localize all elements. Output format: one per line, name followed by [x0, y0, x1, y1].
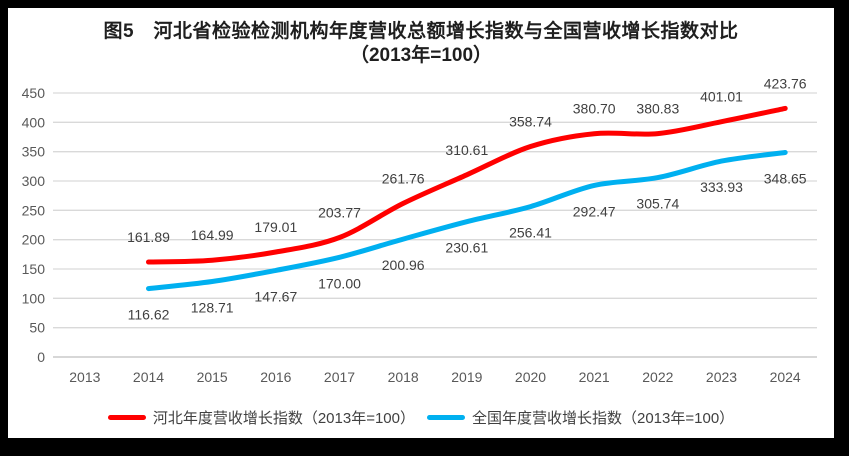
legend: 河北年度营收增长指数（2013年=100） 全国年度营收增长指数（2013年=1…	[8, 407, 834, 428]
x-axis-tick-label: 2014	[133, 369, 164, 385]
national-series-swatch	[427, 415, 465, 420]
data-label-hebei: 161.89	[127, 229, 170, 245]
data-label-national: 230.61	[445, 240, 488, 256]
data-label-national: 147.67	[254, 288, 297, 304]
data-label-national: 170.00	[318, 275, 361, 291]
hebei-series-label: 河北年度营收增长指数（2013年=100）	[152, 410, 415, 427]
y-axis-tick-label: 350	[22, 144, 46, 160]
data-label-hebei: 423.76	[764, 75, 807, 91]
y-axis-tick-label: 450	[22, 85, 46, 101]
x-axis-tick-label: 2024	[770, 369, 801, 385]
y-axis-tick-label: 300	[22, 173, 46, 189]
y-axis-tick-label: 250	[22, 202, 46, 218]
x-axis-tick-label: 2018	[388, 369, 419, 385]
data-label-hebei: 261.76	[382, 170, 425, 186]
data-label-national: 333.93	[700, 179, 743, 195]
y-axis-tick-label: 200	[22, 232, 46, 248]
x-axis-tick-label: 2017	[324, 369, 355, 385]
data-label-national: 348.65	[764, 170, 807, 186]
data-label-hebei: 358.74	[509, 114, 552, 130]
chart-title-block: 图5 河北省检验检测机构年度营收总额增长指数与全国营收增长指数对比 （2013年…	[8, 19, 834, 68]
data-label-hebei: 310.61	[445, 142, 488, 158]
data-label-hebei: 380.83	[636, 101, 679, 117]
y-axis-tick-label: 150	[22, 261, 46, 277]
data-label-hebei: 380.70	[573, 101, 616, 117]
national-series-label: 全国年度营收增长指数（2013年=100）	[472, 410, 735, 427]
data-label-hebei: 179.01	[254, 219, 297, 235]
legend-item-national: 全国年度营收增长指数（2013年=100）	[427, 407, 734, 428]
data-label-national: 128.71	[191, 299, 234, 315]
series-line-national	[146, 150, 788, 292]
x-axis-tick-label: 2019	[451, 369, 482, 385]
y-axis-tick-label: 50	[29, 320, 45, 336]
plot-area: 0 50 100 150 200 250 300 350 400 450 2013 2014 2015 2…	[22, 75, 817, 385]
x-axis-tick-label: 2020	[515, 369, 546, 385]
data-label-hebei: 203.77	[318, 204, 361, 220]
x-axis-tick-label: 2013	[69, 369, 100, 385]
chart-title: 图5 河北省检验检测机构年度营收总额增长指数与全国营收增长指数对比	[103, 21, 739, 42]
x-axis-tick-label: 2021	[579, 369, 610, 385]
data-label-hebei: 164.99	[191, 227, 234, 243]
x-axis-tick-label: 2015	[197, 369, 228, 385]
data-label-national: 116.62	[128, 307, 170, 323]
y-axis-tick-label: 100	[22, 290, 46, 306]
y-axis-tick-label: 0	[37, 349, 45, 365]
data-label-hebei: 401.01	[700, 89, 743, 105]
legend-item-hebei: 河北年度营收增长指数（2013年=100）	[107, 407, 415, 428]
x-axis-tick-label: 2022	[642, 369, 673, 385]
x-axis-tick-label: 2016	[260, 369, 291, 385]
x-axis-tick-label: 2023	[706, 369, 737, 385]
data-label-national: 200.96	[382, 257, 425, 273]
data-label-national: 305.74	[636, 196, 679, 212]
data-label-national: 292.47	[573, 203, 616, 219]
data-label-national: 256.41	[509, 225, 552, 241]
chart-canvas: 图5 河北省检验检测机构年度营收总额增长指数与全国营收增长指数对比 （2013年…	[8, 8, 834, 438]
y-axis-tick-label: 400	[22, 114, 46, 130]
chart-subtitle: （2013年=100）	[349, 45, 493, 66]
hebei-series-swatch	[107, 415, 146, 420]
series-line-hebei	[146, 105, 788, 265]
